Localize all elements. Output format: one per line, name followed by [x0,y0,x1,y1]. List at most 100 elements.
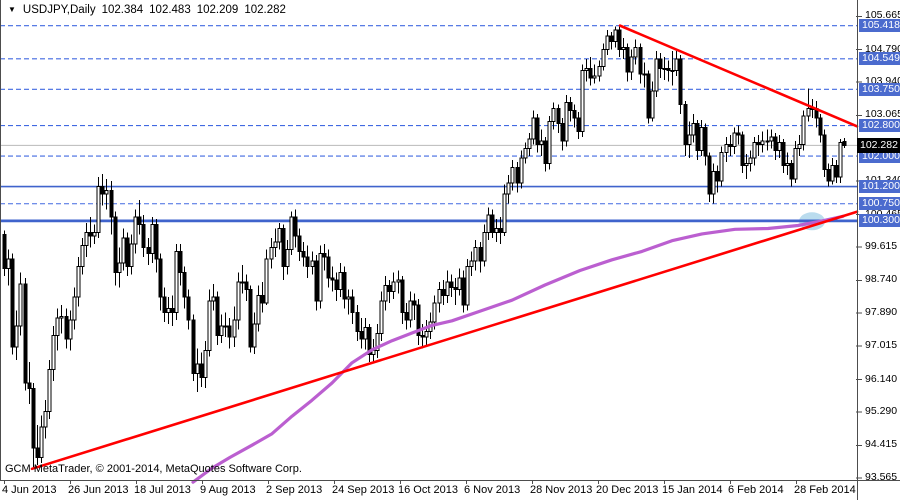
candle [760,131,765,153]
candle [642,62,647,88]
price-level-badge: 103.750 [859,82,900,96]
copyright-notice: GCM MetaTrader, © 2001-2014, MetaQuotes … [5,463,302,475]
candle-body-up [445,281,450,296]
candle-body-up [744,163,749,167]
candle [367,323,372,363]
current-price-badge: 102.282 [857,137,900,153]
candle-body-down [31,388,36,449]
candle [301,241,306,267]
price-tick-label: 98.740 [865,273,898,286]
candle-body-down [35,447,40,458]
candle-body-up [613,29,618,43]
candle [453,278,458,305]
candle-body-up [597,65,602,77]
price-level-badge: 100.300 [859,214,900,228]
candle-body-down [498,228,503,233]
candle [441,280,446,305]
candle-body-up [494,228,499,233]
candle [625,43,630,82]
candle [170,295,175,326]
candle-body-down [359,331,364,340]
trendline-ascending-support[interactable] [30,210,859,471]
candle [617,24,622,57]
trendline-descending-resistance[interactable] [618,24,859,128]
candle-body-down [453,287,458,291]
candle [150,217,155,263]
candle-body-up [232,319,237,338]
candle [781,138,786,174]
candle-body-up [363,327,368,340]
candle [88,217,93,248]
candle-body-up [752,142,757,159]
candle [527,133,532,157]
candle [801,110,806,151]
candle [592,64,597,84]
candle [244,274,249,302]
candle [23,278,28,391]
candle [133,209,138,254]
candle [51,325,56,382]
candle [687,121,692,158]
candle [31,383,36,469]
candle [236,272,241,330]
candle-body-down [113,216,118,273]
candle-body-up [133,216,138,245]
candle-body-down [281,228,286,268]
candle-body-up [252,323,257,348]
candle [182,266,187,309]
candle [736,125,741,145]
candle-body-up [240,281,245,284]
candle-body-down [826,168,831,182]
candle [744,154,749,179]
price-level-badge: 104.549 [859,52,900,66]
candle [838,138,843,183]
symbol-dropdown-icon[interactable]: ▼ [8,5,16,14]
candle [449,274,454,298]
candle [199,352,204,387]
candle [342,266,347,309]
candle [240,264,245,294]
candle [92,224,97,244]
candle [777,135,782,158]
candle-body-down [715,170,720,182]
candle [293,209,298,248]
candle-body-up [129,243,134,268]
candle [674,51,679,76]
candle-body-up [391,281,396,292]
candle-body-up [633,46,638,58]
candle [322,243,327,271]
candle [383,276,388,311]
candle [424,320,429,345]
candle [318,245,323,309]
candle-body-down [23,283,28,384]
candle [391,272,396,300]
candle [609,32,614,50]
price-tick-label: 105.665 [865,9,900,22]
candle [818,114,823,143]
candle [498,217,503,244]
price-tick-label: 94.415 [865,438,898,451]
date-tick-label: 4 Jun 2013 [2,484,57,496]
candle-body-down [297,235,302,252]
candle [59,304,64,334]
candle-body-up [236,281,241,321]
candle [719,146,724,187]
candle-body-up [748,157,753,165]
candle-body-down [842,141,847,146]
candle-body-up [80,245,85,268]
candle [523,142,528,164]
date-tick-label: 28 Feb 2014 [794,484,856,496]
candle [597,60,602,82]
candle [473,239,478,271]
candle-body-up [424,331,429,338]
price-tick-label: 96.140 [865,372,898,385]
candle [789,159,794,187]
candle [826,163,831,187]
candle [76,257,81,307]
candle [27,362,32,404]
candle-body-down [478,247,483,262]
candle-body-up [465,266,470,306]
candle [519,150,524,189]
candle-body-up [408,300,413,321]
